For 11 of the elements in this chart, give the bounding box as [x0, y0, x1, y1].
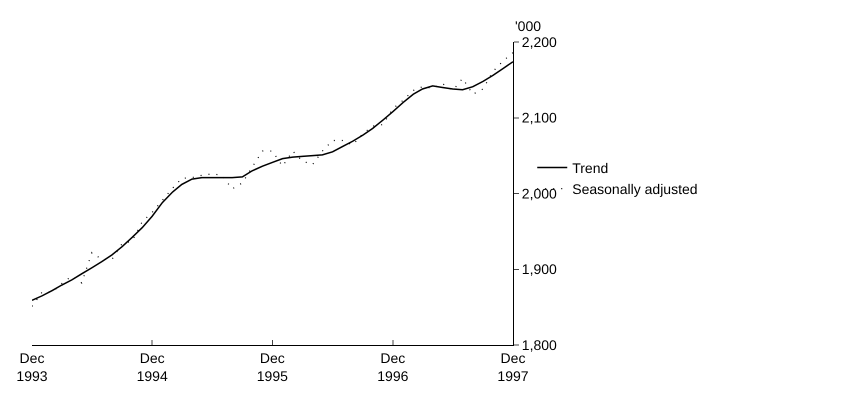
x-tick-label: Dec 1994: [136, 350, 168, 384]
legend-label: Trend: [572, 160, 608, 176]
x-tick-label: Dec 1993: [16, 350, 48, 384]
legend-label: Seasonally adjusted: [572, 181, 698, 198]
y-tick-label: 2,100: [522, 110, 558, 126]
y-tick-label: 2,000: [522, 185, 558, 202]
y-tick-label: 1,900: [522, 261, 558, 278]
y-tick-label: 2,200: [522, 34, 558, 50]
x-tick-label: Dec 1996: [377, 350, 409, 384]
y-axis-title: '000: [515, 18, 542, 34]
x-tick-label: Dec 1995: [256, 350, 288, 384]
